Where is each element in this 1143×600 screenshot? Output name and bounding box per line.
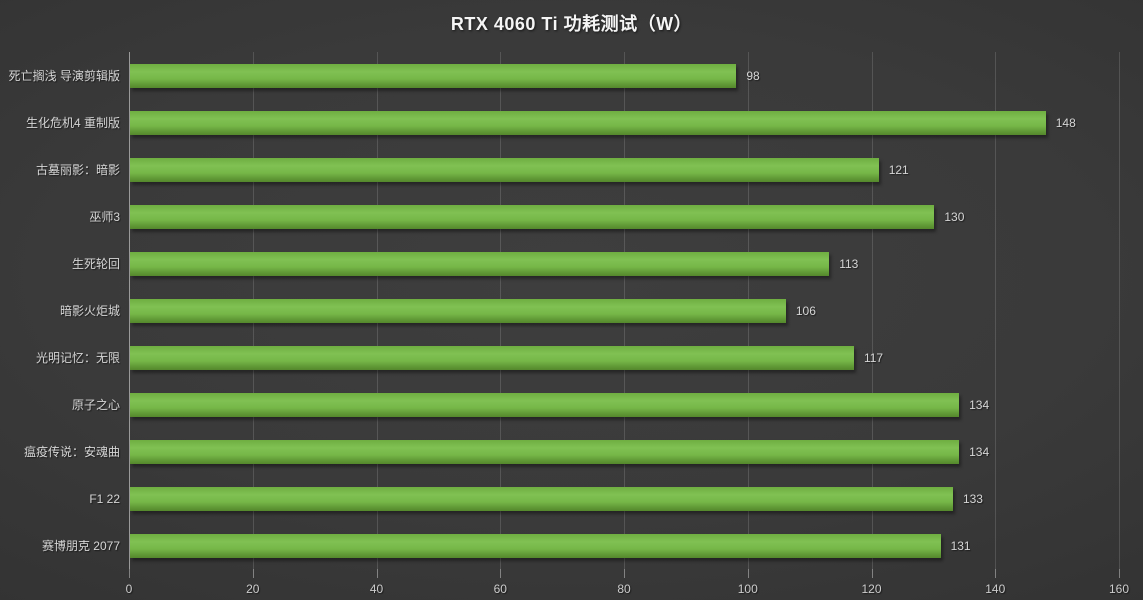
bar: [130, 110, 1046, 135]
bar-value-label: 113: [839, 256, 859, 271]
bar-value-label: 121: [888, 162, 909, 177]
x-tick-label: 140: [985, 582, 1006, 596]
x-tick-mark: [747, 569, 749, 578]
grid-line: [995, 52, 997, 569]
bar-value-label: 98: [746, 68, 760, 83]
bar-value-label: 134: [969, 397, 990, 412]
category-label: 古墓丽影：暗影: [35, 163, 120, 177]
bar-value-label: 130: [944, 209, 965, 224]
bar-row: 133: [129, 475, 1119, 522]
x-tick-mark: [376, 569, 378, 578]
bar-value-label: 117: [863, 350, 884, 365]
x-tick-label: 120: [861, 582, 882, 596]
x-tick-label: 0: [125, 582, 133, 596]
bar: [130, 345, 854, 370]
bar-row: 130: [129, 193, 1119, 240]
bar-value-label: 148: [1055, 115, 1076, 130]
x-tick-label: 60: [493, 582, 507, 596]
x-tick-label: 40: [369, 582, 384, 596]
category-label: 原子之心: [71, 398, 120, 412]
x-tick-label: 80: [617, 582, 631, 596]
category-label: 光明记忆：无限: [35, 351, 120, 365]
category-label: 赛博朋克 2077: [41, 539, 120, 553]
x-tick-label: 20: [246, 582, 260, 596]
bar: [130, 157, 879, 182]
grid-line: [1119, 52, 1120, 569]
chart-title: RTX 4060 Ti 功耗测试（W）: [450, 14, 693, 34]
bar-value-label: 106: [795, 303, 816, 318]
bar-row: 148: [129, 99, 1119, 146]
x-tick-mark: [252, 569, 254, 578]
bar-row: 134: [129, 428, 1119, 475]
x-tick-mark: [129, 569, 130, 578]
x-tick-mark: [1119, 569, 1120, 578]
bar: [130, 298, 786, 323]
x-tick-label: 160: [1108, 582, 1130, 596]
grid-line: [871, 52, 873, 569]
category-label: F1 22: [89, 491, 120, 506]
bar: [130, 392, 960, 417]
x-tick-mark: [995, 569, 997, 578]
bar-row: 106: [129, 287, 1119, 334]
bar: [130, 63, 737, 88]
bar: [130, 251, 830, 276]
bar-row: 134: [129, 381, 1119, 428]
bar-row: 113: [129, 240, 1119, 287]
bar-value-label: 134: [969, 444, 990, 459]
bar-value-label: 133: [962, 491, 983, 506]
bar-row: 121: [129, 146, 1119, 193]
category-label: 生死轮回: [71, 257, 120, 271]
x-tick-mark: [871, 569, 873, 578]
plot-area: 98 148 121 130 113 106 117 134 134 133 131: [129, 52, 1120, 578]
category-label: 死亡搁浅 导演剪辑版: [8, 69, 120, 83]
bar: [130, 533, 941, 558]
bar: [130, 486, 953, 511]
x-tick-label: 100: [737, 582, 758, 596]
y-axis-line: [129, 52, 130, 569]
bar-row: 117: [129, 334, 1119, 381]
category-label: 生化危机4 重制版: [25, 116, 120, 130]
bar-row: 131: [129, 522, 1119, 569]
x-tick-mark: [624, 569, 625, 578]
bar-value-label: 131: [950, 538, 971, 553]
category-label: 巫师3: [89, 210, 120, 224]
category-axis: 死亡搁浅 导演剪辑版生化危机4 重制版古墓丽影：暗影巫师3 生死轮回暗影火炬城光明…: [0, 52, 120, 569]
x-tick-mark: [500, 569, 502, 578]
category-label: 瘟疫传说：安魂曲: [23, 445, 120, 459]
bar-row: 98: [129, 52, 1119, 99]
bar: [130, 204, 935, 229]
category-label: 暗影火炬城: [59, 304, 120, 318]
bar: [130, 439, 960, 464]
